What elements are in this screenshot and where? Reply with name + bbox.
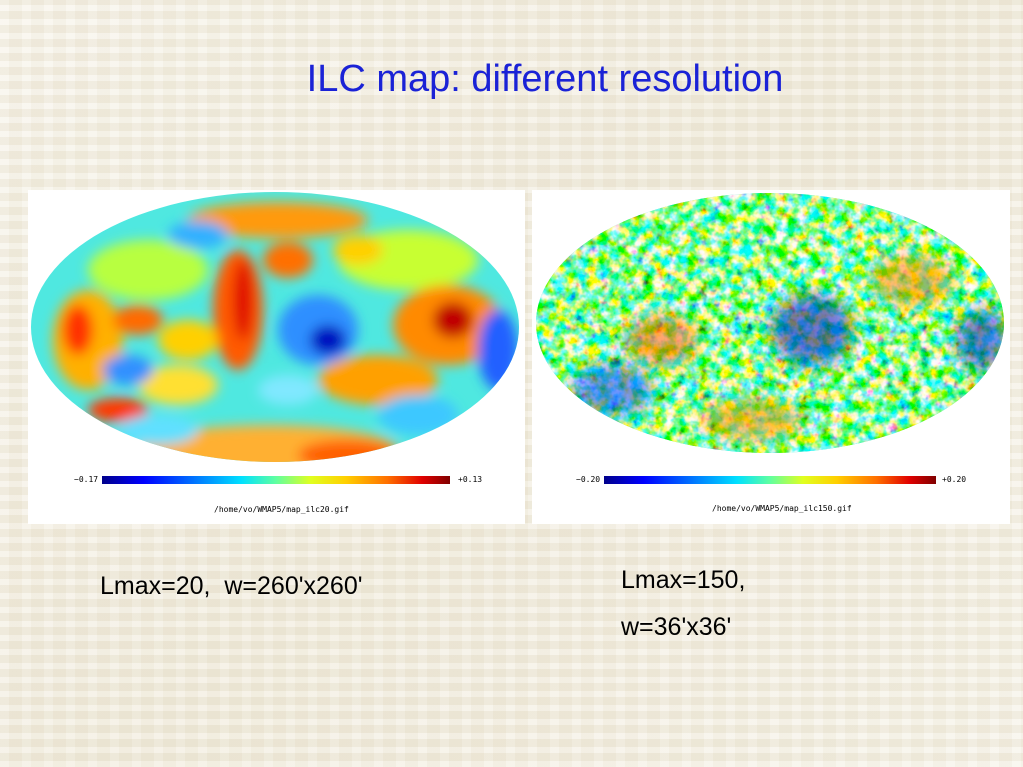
colorbar-min-label: −0.20 [576,475,601,484]
mollweide-map-lmax150 [536,193,1004,453]
caption-left: Lmax=20, w=260'x260' [100,572,363,600]
colorbar [102,476,450,484]
map-file-path: /home/vo/WMAP5/map_ilc20.gif [214,505,349,514]
colorbar-max-label: +0.13 [458,475,483,484]
ilc-map-lmax150-image: −0.20 +0.20 /home/vo/WMAP5/map_ilc150.gi… [532,190,1010,524]
caption-right-line1: Lmax=150, [621,566,746,594]
map-file-path: /home/vo/WMAP5/map_ilc150.gif [712,504,852,513]
ilc-map-lmax20-image: −0.17 +0.13 /home/vo/WMAP5/map_ilc20.gif [28,190,525,524]
caption-right-line2: w=36'x36' [621,613,732,641]
slide-title: ILC map: different resolution [306,58,784,100]
colorbar-min-label: −0.17 [74,475,99,484]
colorbar-max-label: +0.20 [942,475,967,484]
colorbar [604,476,936,484]
mollweide-map-lmax20 [31,192,519,462]
